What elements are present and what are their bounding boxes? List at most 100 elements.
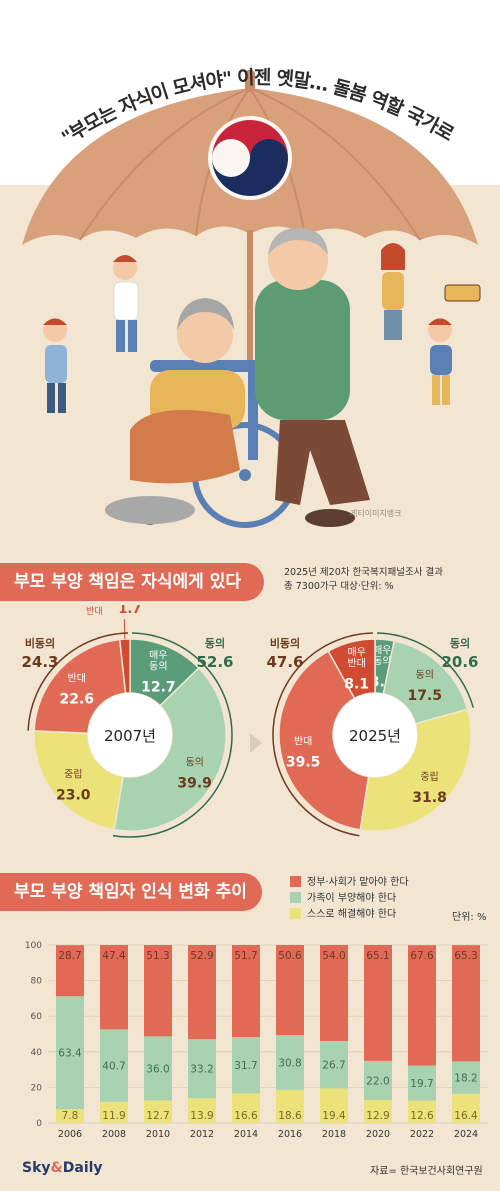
photo-credit: 게티이미지뱅크 <box>350 509 402 518</box>
trend-section-title: 부모 부양 책임자 인식 변화 추이 <box>0 873 262 911</box>
legend-government: 정부·사회가 맡아야 한다 <box>290 876 409 890</box>
survey-note-line1: 2025년 제20차 한국복지패널조사 결과 <box>284 567 443 578</box>
donut-charts: 매우동의12.7동의39.9중립23.0반대22.6매우반대1.72007년동의… <box>21 605 479 838</box>
bar-2022-series-0 <box>408 1100 436 1123</box>
legend-swatch-family <box>290 892 301 903</box>
bar-2014-series-2 <box>232 945 260 1038</box>
bar-2012-series-2 <box>188 945 216 1040</box>
disagree-group-label-2025: 비동의 <box>270 636 300 650</box>
legend-label-government: 정부·사회가 맡아야 한다 <box>307 877 409 888</box>
bar-2024-series-2 <box>452 945 480 1062</box>
woman-waving-figure <box>113 255 139 352</box>
slice-value-2007-neutral: 23.0 <box>56 787 91 803</box>
survey-note-line2: 총 7300가구 대상·단위: % <box>284 581 394 592</box>
umbrella-pole <box>247 230 253 370</box>
bar-value-2016-series-0: 18.6 <box>278 1110 302 1122</box>
slice-value-2007-agree: 39.9 <box>177 775 212 791</box>
bar-2006-series-0 <box>56 1109 84 1123</box>
slice-label-2025-strong-disagree: 반대 <box>347 657 365 669</box>
donut-year-2007: 2007년 <box>104 727 156 745</box>
slice-label-2025-disagree: 반대 <box>294 735 312 747</box>
agree-arc-2007 <box>112 632 233 838</box>
x-tick-2020: 2020 <box>366 1129 390 1140</box>
bar-value-2022-series-0: 12.6 <box>410 1110 434 1122</box>
bar-2010-series-0 <box>144 1100 172 1123</box>
slice-label-2007-strong-disagree: 매우 <box>86 605 103 606</box>
disagree-arc-2007 <box>27 632 128 731</box>
bar-2024-series-0 <box>452 1093 480 1123</box>
bar-2012-series-0 <box>188 1098 216 1123</box>
x-tick-2022: 2022 <box>410 1129 434 1140</box>
bar-2014-series-0 <box>232 1093 260 1123</box>
brand-logo: Sky&Daily <box>22 1160 103 1176</box>
man-pointing-figure <box>43 318 67 413</box>
slice-value-2007-strong-disagree: 1.7 <box>118 605 141 617</box>
bar-value-2022-series-1: 19.7 <box>410 1078 433 1090</box>
slice-value-2025-agree: 17.5 <box>407 688 442 704</box>
agree-group-label-2007: 동의 <box>205 636 225 650</box>
slice-label-2025-agree: 동의 <box>416 669 434 681</box>
x-tick-2012: 2012 <box>190 1129 214 1140</box>
slice-value-2007-strong-agree: 12.7 <box>141 680 176 696</box>
unit-label: 단위: % <box>452 912 487 923</box>
grandfather-figure <box>255 228 370 527</box>
y-tick-40: 40 <box>31 1048 43 1058</box>
x-tick-2024: 2024 <box>454 1129 478 1140</box>
slice-label-2025-neutral: 중립 <box>420 770 438 783</box>
x-tick-2008: 2008 <box>102 1129 126 1140</box>
bar-2018-series-1 <box>320 1040 348 1089</box>
bar-value-2012-series-2: 52.9 <box>190 950 213 962</box>
bar-value-2008-series-1: 40.7 <box>102 1061 125 1073</box>
bar-2018-series-2 <box>320 945 348 1041</box>
bar-value-2006-series-1: 63.4 <box>58 1048 82 1060</box>
bar-value-2024-series-1: 18.2 <box>454 1073 477 1085</box>
bar-value-2024-series-0: 16.4 <box>454 1110 478 1122</box>
slice-value-2007-disagree: 22.6 <box>59 692 94 708</box>
stacked-bar-chart: 0 20 40 60 80 100 7.8 63.4 28.7 2006 11.9 40.7 47.4 2… <box>25 941 488 1140</box>
bar-2008-series-0 <box>100 1101 128 1123</box>
bar-2016-series-1 <box>276 1035 304 1090</box>
x-tick-2016: 2016 <box>278 1129 302 1140</box>
hero-illustration: "부모는 자식이 모셔야" 이젠 옛말… 돌봄 역할 국가로 이동 <box>0 0 481 528</box>
disagree-group-value-2025: 47.6 <box>266 653 303 671</box>
bar-value-2012-series-1: 33.2 <box>190 1064 213 1076</box>
y-tick-0: 0 <box>36 1119 42 1129</box>
legend-swatch-self <box>290 908 301 919</box>
bar-value-2016-series-1: 30.8 <box>278 1057 301 1069</box>
y-tick-80: 80 <box>31 977 43 987</box>
x-tick-2006: 2006 <box>58 1129 82 1140</box>
bar-2014-series-1 <box>232 1037 260 1094</box>
slice-2007-neutral <box>33 730 124 831</box>
bar-2024-series-1 <box>452 1061 480 1094</box>
bar-2020-series-2 <box>364 945 392 1061</box>
y-tick-100: 100 <box>25 941 42 951</box>
slice-label-2025-strong-disagree: 매우 <box>347 646 365 658</box>
disagree-arc-2025 <box>272 632 373 837</box>
bar-value-2018-series-1: 26.7 <box>322 1060 345 1072</box>
bar-2010-series-1 <box>144 1036 172 1101</box>
bar-value-2010-series-1: 36.0 <box>146 1063 169 1075</box>
slice-label2-2007-strong-disagree: 반대 <box>86 606 103 617</box>
bar-2008-series-1 <box>100 1029 128 1102</box>
agree-group-value-2007: 52.6 <box>196 653 233 671</box>
bar-value-2010-series-2: 51.3 <box>146 950 169 962</box>
agree-group-value-2025: 20.6 <box>441 653 478 671</box>
slice-label-2007-neutral: 중립 <box>64 767 82 780</box>
bar-2016-series-0 <box>276 1089 304 1123</box>
legend-label-family: 가족이 부양해야 한다 <box>307 893 397 904</box>
x-tick-2018: 2018 <box>322 1129 346 1140</box>
bar-value-2020-series-0: 12.9 <box>366 1110 389 1122</box>
donut-2007: 매우동의12.7동의39.9중립23.0반대22.6매우반대1.72007년동의… <box>21 605 234 838</box>
bar-2006-series-1 <box>56 996 84 1110</box>
bar-value-2006-series-2: 28.7 <box>58 950 81 962</box>
bar-value-2012-series-0: 13.9 <box>190 1110 213 1122</box>
bar-value-2024-series-2: 65.3 <box>454 950 477 962</box>
slice-value-2025-disagree: 39.5 <box>286 754 321 770</box>
donut-center-2025 <box>333 693 417 777</box>
bar-2022-series-1 <box>408 1065 436 1101</box>
bar-2020-series-0 <box>364 1100 392 1123</box>
legend-label-self: 스스로 해결해야 한다 <box>307 909 397 920</box>
x-tick-2014: 2014 <box>234 1129 258 1140</box>
